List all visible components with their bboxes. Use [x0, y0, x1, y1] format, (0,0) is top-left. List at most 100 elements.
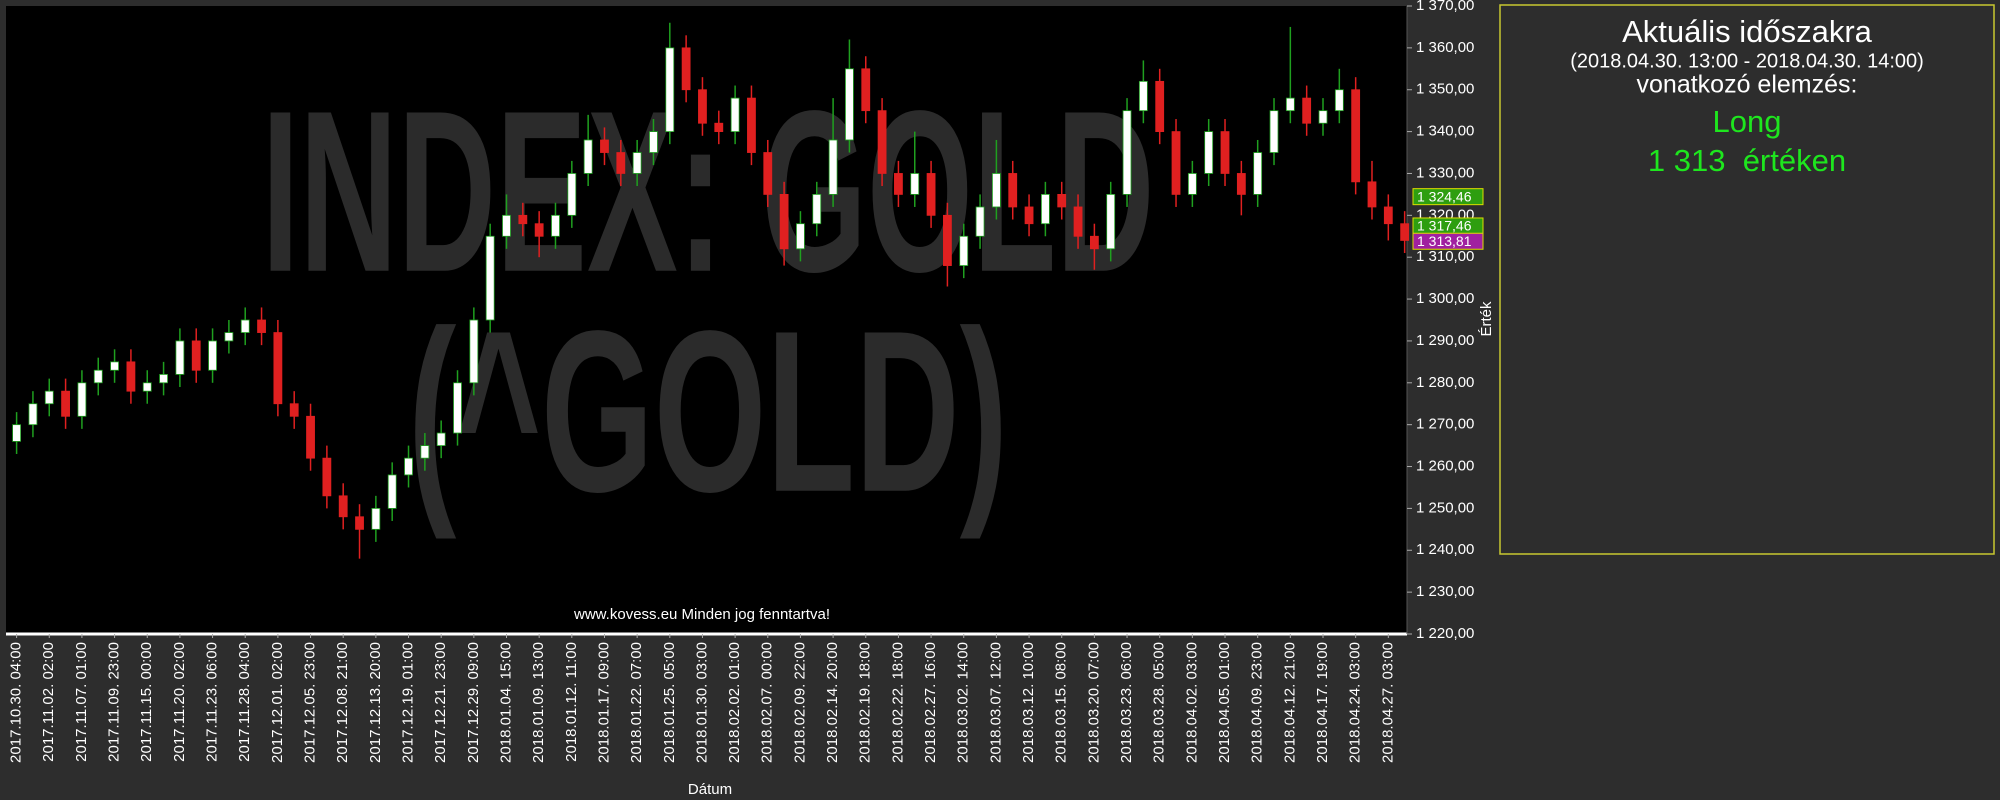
candle-body [763, 152, 773, 195]
candle-body [387, 474, 397, 509]
candle-body [306, 415, 315, 459]
candle-body [747, 97, 756, 153]
x-tick-label: 2017.12.05. 23:00 [302, 642, 319, 763]
candle-body [273, 332, 283, 405]
x-tick-label: 2017.12.19. 01:00 [399, 642, 416, 763]
candle-body [1204, 131, 1214, 174]
y-tick-label: 1 280,00 [1416, 374, 1474, 391]
candle-body [110, 361, 119, 371]
candle-body [1106, 193, 1116, 250]
x-tick-label: 2018.01.30. 03:00 [693, 642, 710, 763]
candle-body [289, 403, 299, 417]
x-tick-label: 2017.11.09. 23:00 [106, 642, 123, 762]
y-tick-label: 1 260,00 [1416, 458, 1474, 475]
x-tick-label: 2018.02.22. 18:00 [889, 642, 906, 763]
candle-body [1367, 181, 1377, 208]
candle-body [1040, 193, 1050, 225]
price-tag-label: 1 313,81 [1417, 233, 1472, 249]
y-tick-label: 1 220,00 [1416, 625, 1474, 642]
panel-title: Aktuális időszakra [1622, 14, 1873, 49]
x-tick-label: 2018.04.27. 03:00 [1379, 642, 1396, 763]
candle-body [1285, 97, 1295, 112]
x-tick-label: 2018.04.02. 03:00 [1183, 642, 1200, 763]
candle-body [1400, 223, 1410, 241]
y-tick-label: 1 250,00 [1416, 499, 1474, 516]
x-tick-label: 2017.11.15. 00:00 [138, 642, 155, 762]
candle-body [159, 374, 168, 384]
candle-body [1269, 110, 1279, 153]
candle-body [436, 432, 446, 447]
candle-body [1138, 80, 1148, 112]
x-tick-label: 2018.02.14. 20:00 [824, 642, 841, 763]
candle-body [61, 390, 70, 417]
candle-body [926, 173, 936, 216]
candle-body [404, 457, 413, 476]
x-tick-label: 2018.04.24. 03:00 [1347, 642, 1364, 763]
x-axis-title: Dátum [688, 781, 732, 798]
candle-body [551, 214, 560, 237]
candle-body [959, 235, 969, 266]
x-tick-label: 2018.04.17. 19:00 [1314, 642, 1331, 763]
x-tick-label: 2018.03.12. 10:00 [1020, 642, 1037, 763]
candle-body [567, 173, 577, 216]
candle-body [1122, 110, 1132, 195]
x-tick-label: 2018.03.28. 05:00 [1151, 642, 1168, 763]
x-tick-label: 2017.12.01. 02:00 [269, 642, 286, 763]
candle-body [714, 122, 724, 133]
x-tick-label: 2018.01.25. 05:00 [661, 642, 678, 763]
candle-body [371, 507, 381, 530]
x-tick-label: 2018.02.07. 00:00 [759, 642, 776, 763]
y-axis-title: Érték [1478, 301, 1495, 337]
x-tick-label: 2017.11.02. 02:00 [40, 642, 57, 762]
candle-body [1089, 235, 1099, 250]
candle-body [796, 223, 805, 250]
price-tag [1412, 188, 1484, 206]
candle-body [1383, 206, 1393, 225]
x-tick-label: 2017.12.21. 23:00 [432, 642, 449, 763]
candle-body [1318, 110, 1328, 124]
candle-body [992, 173, 1001, 208]
candle-body [1220, 131, 1230, 174]
watermark-line: INDEX: GOLD [262, 63, 1155, 320]
watermark-line: (^GOLD) [408, 283, 1008, 540]
candle-body [12, 424, 22, 442]
x-tick-label: 2018.03.23. 06:00 [1118, 642, 1135, 763]
x-tick-label: 2018.03.15. 08:00 [1053, 642, 1070, 763]
panel-subtitle: vonatkozó elemzés: [1637, 71, 1858, 99]
candle-body [1236, 173, 1246, 195]
candle-body [616, 152, 626, 174]
candle-body [845, 68, 854, 141]
candle-body [322, 457, 332, 497]
y-tick-label: 1 310,00 [1416, 248, 1474, 265]
candle-body [142, 382, 152, 392]
candle-body [1334, 89, 1344, 112]
x-tick-label: 2018.01.22. 07:00 [628, 642, 645, 763]
x-tick-label: 2017.11.07. 01:00 [73, 642, 90, 762]
x-tick-label: 2018.04.05. 01:00 [1216, 642, 1233, 763]
price-tag [1412, 232, 1484, 250]
candle-body [943, 214, 952, 266]
x-tick-label: 2018.04.09. 23:00 [1249, 642, 1266, 763]
candle-body [649, 131, 658, 153]
candle-body [420, 445, 430, 459]
price-tag-label: 1 324,46 [1417, 188, 1472, 204]
candle-body [1008, 173, 1018, 208]
x-tick-label: 2017.11.20. 02:00 [171, 642, 188, 762]
candle-body [812, 193, 822, 225]
candle-body [1351, 89, 1361, 183]
candle-body [1073, 206, 1083, 237]
candle-body [44, 390, 54, 405]
panel-price: 1 313 értéken [1648, 143, 1846, 178]
candle-body [93, 369, 103, 384]
candle-body [175, 340, 185, 375]
candle-body [600, 139, 609, 153]
candle-body [224, 332, 234, 342]
candle-body [257, 319, 266, 333]
y-tick-label: 1 370,00 [1416, 0, 1474, 14]
x-tick-label: 2018.01.17. 09:00 [595, 642, 612, 763]
panel-signal: Long [1713, 104, 1782, 139]
x-tick-label: 2017.12.08. 21:00 [334, 642, 351, 763]
candle-body [126, 361, 136, 392]
x-tick-label: 2018.02.02. 01:00 [726, 642, 743, 763]
y-tick-label: 1 340,00 [1416, 123, 1474, 140]
